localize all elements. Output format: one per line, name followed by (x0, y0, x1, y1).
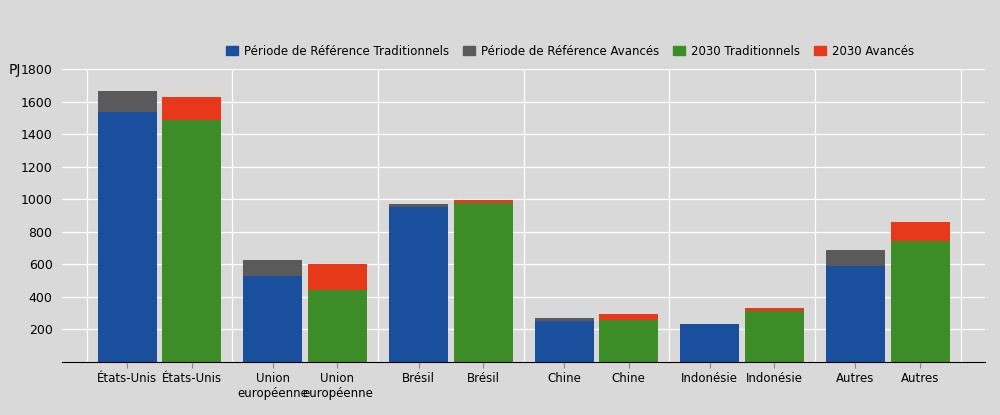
Bar (454, 200, 513, 203)
Bar (826, 250, 885, 266)
Bar (308, 264, 367, 290)
Bar (599, 314, 658, 320)
Bar (745, 308, 804, 311)
Bar (308, 290, 367, 361)
Bar (891, 222, 950, 242)
Bar (745, 311, 804, 361)
Bar (826, 266, 885, 361)
Bar (891, 242, 950, 361)
Bar (98, 91, 157, 112)
Y-axis label: PJ: PJ (8, 63, 21, 78)
Bar (389, 208, 448, 361)
Bar (535, 318, 594, 321)
Legend: Période de Référence Traditionnels, Période de Référence Avancés, 2030 Tradition: Période de Référence Traditionnels, Péri… (226, 44, 914, 58)
Bar (535, 321, 594, 361)
Bar (454, 203, 513, 361)
Bar (243, 276, 302, 361)
Bar (243, 260, 302, 276)
Bar (98, 112, 157, 361)
Bar (599, 320, 658, 361)
Bar (162, 120, 221, 361)
Bar (162, 97, 221, 120)
Bar (389, 204, 448, 208)
Bar (680, 324, 739, 361)
